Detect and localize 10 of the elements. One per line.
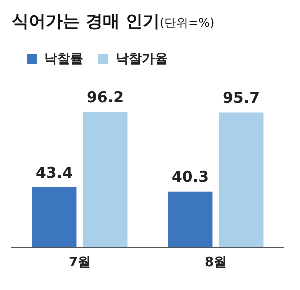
- data-label: 96.2: [86, 88, 124, 106]
- x-tick-label: 7월: [68, 256, 92, 271]
- chart-subtitle: (단위=%): [160, 16, 215, 30]
- data-label: 95.7: [222, 89, 260, 108]
- legend-label: 낙찰률: [44, 52, 84, 67]
- legend-label: 낙찰가율: [116, 52, 168, 67]
- data-label: 43.4: [36, 164, 74, 182]
- data-label: 40.3: [172, 168, 210, 186]
- chart-title: 식어가는 경매 인기: [12, 12, 160, 32]
- x-tick-label: 8월: [204, 256, 228, 271]
